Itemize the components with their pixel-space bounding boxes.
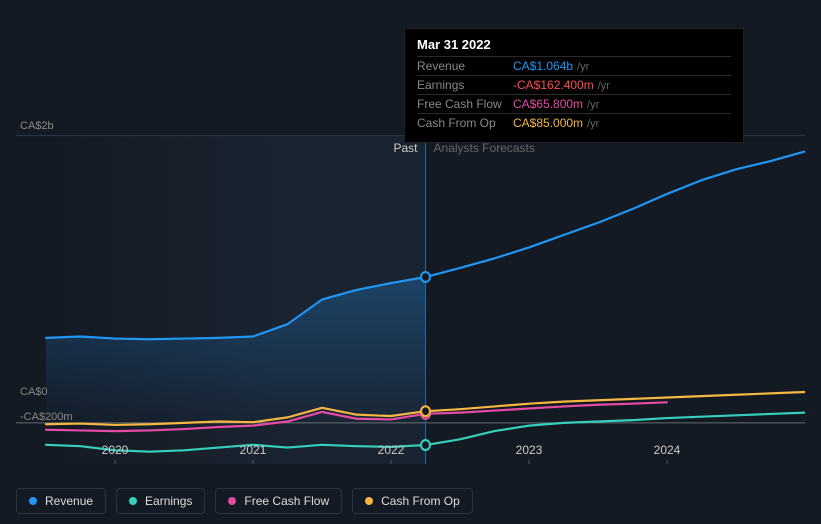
split-label-past: Past <box>393 141 417 155</box>
x-axis-tick-label: 2020 <box>102 443 129 457</box>
y-axis-tick-label: CA$2b <box>20 120 54 132</box>
chart-svg <box>16 135 805 464</box>
chart-tooltip: Mar 31 2022 RevenueCA$1.064b/yrEarnings-… <box>404 28 744 143</box>
y-axis-tick-label: -CA$200m <box>20 411 73 423</box>
tooltip-row-label: Cash From Op <box>417 116 513 130</box>
tooltip-row: Earnings-CA$162.400m/yr <box>417 75 731 94</box>
x-axis-tick-label: 2022 <box>378 443 405 457</box>
tooltip-row: Cash From OpCA$85.000m/yr <box>417 113 731 132</box>
tooltip-row-value: CA$65.800m <box>513 97 583 111</box>
tooltip-row-label: Free Cash Flow <box>417 97 513 111</box>
chart-legend: Revenue Earnings Free Cash Flow Cash From O… <box>16 478 805 514</box>
tooltip-date: Mar 31 2022 <box>417 37 731 56</box>
legend-label: Earnings <box>145 494 192 508</box>
legend-label: Revenue <box>45 494 93 508</box>
tooltip-row-label: Earnings <box>417 78 513 92</box>
legend-item[interactable]: Earnings <box>116 488 205 514</box>
tooltip-row-value: CA$85.000m <box>513 116 583 130</box>
tooltip-row: Free Cash FlowCA$65.800m/yr <box>417 94 731 113</box>
tooltip-row-suffix: /yr <box>587 118 599 130</box>
x-axis-tick-label: 2024 <box>654 443 681 457</box>
tooltip-row-value: -CA$162.400m <box>513 78 594 92</box>
x-axis-tick-label: 2021 <box>240 443 267 457</box>
chart-container: Mar 31 2022 RevenueCA$1.064b/yrEarnings-… <box>16 10 805 514</box>
tooltip-row-suffix: /yr <box>598 80 610 92</box>
legend-label: Free Cash Flow <box>244 494 329 508</box>
legend-dot-icon <box>365 497 373 505</box>
legend-label: Cash From Op <box>381 494 460 508</box>
chart-plot-area[interactable]: Past Analysts Forecasts CA$0 -CA$200m 20… <box>16 135 805 464</box>
tooltip-row: RevenueCA$1.064b/yr <box>417 56 731 75</box>
legend-dot-icon <box>228 497 236 505</box>
legend-item[interactable]: Revenue <box>16 488 106 514</box>
y-axis-tick-label: CA$0 <box>20 386 48 398</box>
legend-dot-icon <box>129 497 137 505</box>
legend-dot-icon <box>29 497 37 505</box>
tooltip-row-value: CA$1.064b <box>513 59 573 73</box>
tooltip-row-suffix: /yr <box>587 99 599 111</box>
tooltip-row-suffix: /yr <box>577 61 589 73</box>
x-axis-tick-label: 2023 <box>516 443 543 457</box>
legend-item[interactable]: Cash From Op <box>352 488 473 514</box>
split-label-forecast: Analysts Forecasts <box>434 141 535 155</box>
legend-item[interactable]: Free Cash Flow <box>215 488 342 514</box>
tooltip-row-label: Revenue <box>417 59 513 73</box>
